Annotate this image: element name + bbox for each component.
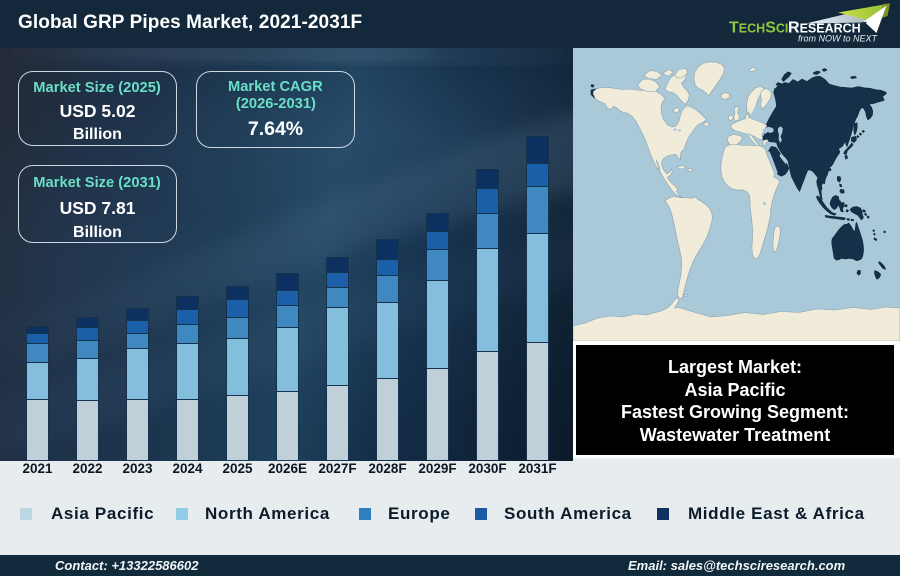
svg-text:RESEARCH: RESEARCH <box>788 20 861 37</box>
svg-text:TECHSCI: TECHSCI <box>729 20 788 37</box>
svg-text:from NOW to NEXT: from NOW to NEXT <box>798 34 879 44</box>
